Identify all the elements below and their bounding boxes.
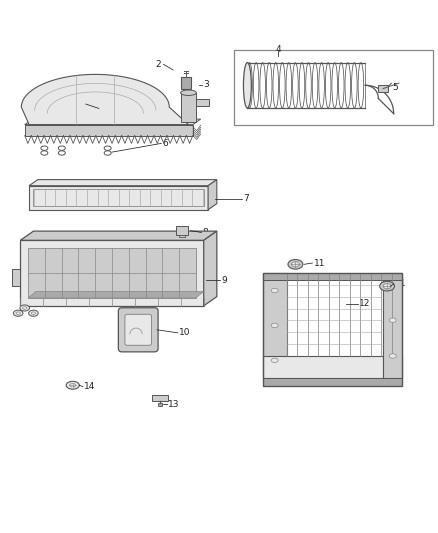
Bar (20, 240, 204, 306)
Ellipse shape (383, 284, 391, 289)
Text: 1: 1 (77, 100, 83, 109)
Polygon shape (25, 125, 193, 135)
Bar (263, 273, 403, 280)
Ellipse shape (271, 288, 278, 293)
Text: 7: 7 (243, 195, 249, 203)
Bar (378, 85, 388, 92)
Text: 13: 13 (168, 400, 180, 408)
FancyBboxPatch shape (125, 314, 152, 345)
Polygon shape (25, 119, 201, 125)
Ellipse shape (389, 318, 396, 322)
Ellipse shape (13, 310, 23, 316)
Bar (181, 77, 191, 89)
Ellipse shape (291, 262, 299, 267)
Bar (158, 403, 162, 406)
Bar (383, 273, 403, 378)
Ellipse shape (28, 310, 38, 316)
Bar (33, 189, 204, 206)
Bar (263, 273, 287, 378)
Polygon shape (204, 231, 217, 306)
Text: 12: 12 (359, 299, 370, 308)
Text: 3: 3 (204, 80, 209, 90)
Bar (152, 395, 168, 401)
Bar (12, 269, 20, 286)
Text: 5: 5 (392, 83, 398, 92)
Ellipse shape (180, 90, 196, 95)
Bar (234, 51, 433, 125)
Ellipse shape (244, 62, 251, 108)
Bar (176, 227, 188, 235)
Bar (179, 235, 184, 237)
Text: 9: 9 (221, 276, 227, 285)
Text: 4: 4 (275, 45, 281, 54)
Ellipse shape (389, 354, 396, 358)
Bar (29, 185, 208, 210)
Bar (180, 93, 196, 123)
Text: 6: 6 (162, 139, 168, 148)
Bar (263, 378, 403, 386)
Text: 8: 8 (202, 228, 208, 237)
Bar (28, 248, 196, 298)
Polygon shape (28, 292, 204, 298)
FancyBboxPatch shape (118, 308, 158, 352)
Polygon shape (29, 180, 217, 185)
Ellipse shape (380, 281, 395, 291)
Text: 2: 2 (155, 60, 161, 69)
Ellipse shape (20, 305, 29, 311)
Polygon shape (208, 180, 217, 210)
Bar (263, 273, 403, 386)
Text: 11: 11 (395, 279, 406, 288)
Polygon shape (21, 75, 188, 125)
Ellipse shape (271, 358, 278, 362)
Text: 11: 11 (314, 259, 325, 268)
Ellipse shape (271, 323, 278, 328)
Ellipse shape (288, 260, 303, 269)
Ellipse shape (66, 381, 79, 389)
Polygon shape (20, 231, 217, 240)
Bar (263, 356, 403, 378)
Text: 10: 10 (179, 328, 191, 337)
Bar (196, 99, 208, 106)
Text: 14: 14 (84, 382, 95, 391)
